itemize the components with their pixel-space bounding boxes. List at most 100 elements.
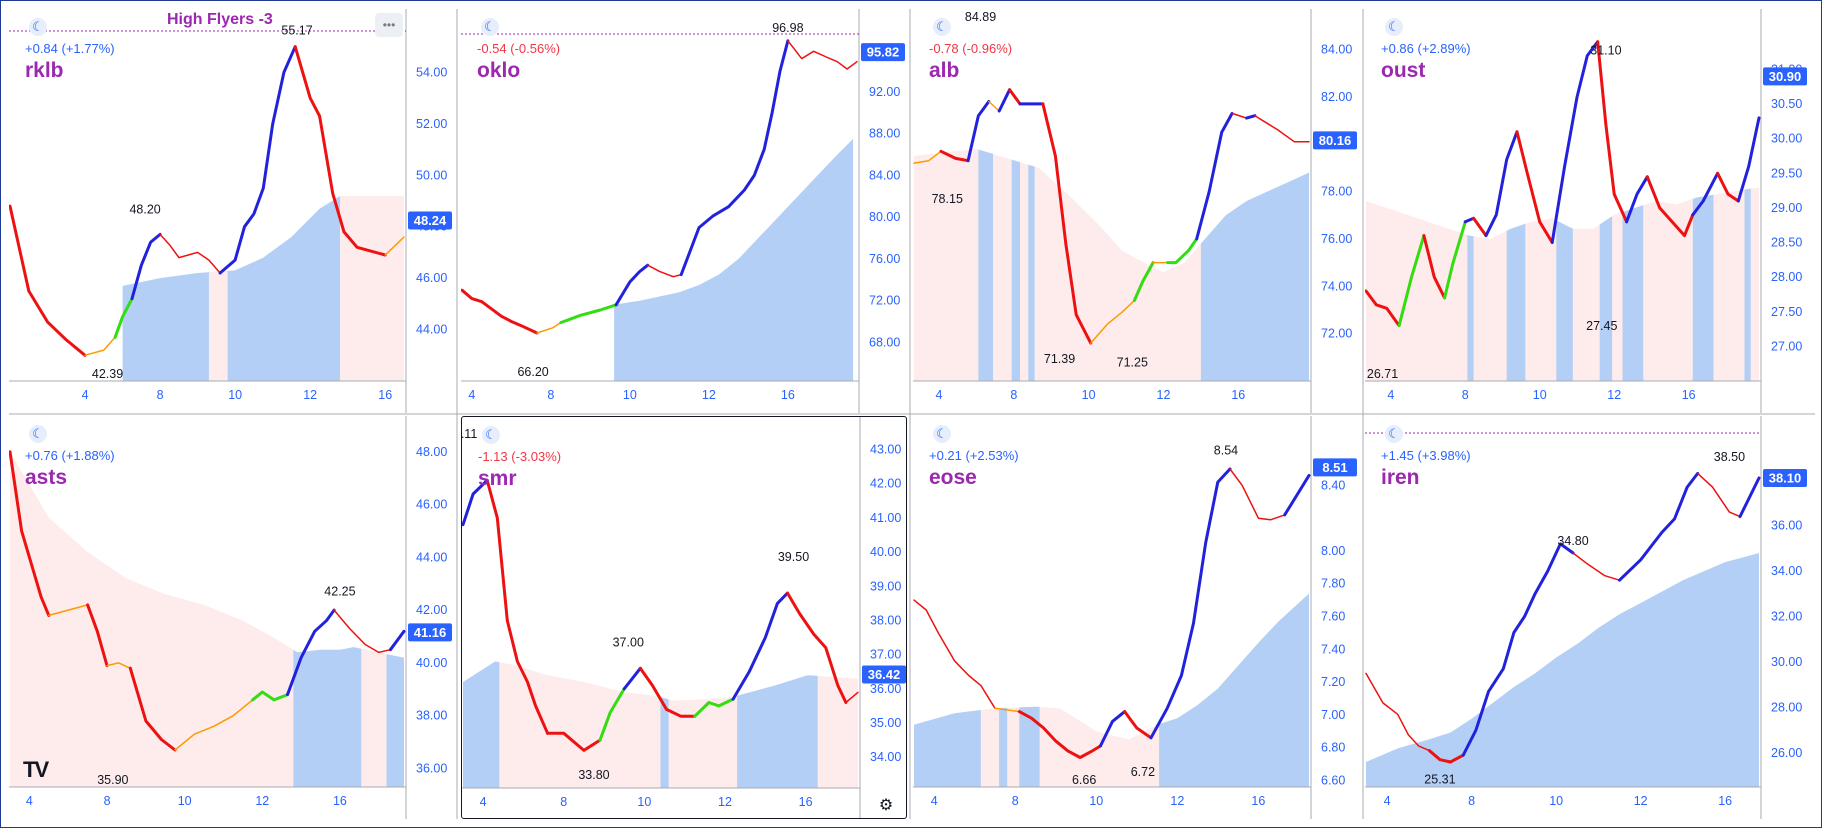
y-tick-label: 92.00 <box>869 85 900 99</box>
y-tick-label: 43.00 <box>870 443 901 457</box>
x-tick-label: 12 <box>1170 794 1184 808</box>
volume-area-blue <box>660 697 669 788</box>
price-segment-red <box>646 264 682 278</box>
x-tick-label: 8 <box>1468 794 1475 808</box>
price-segment-red <box>1596 40 1629 224</box>
x-tick-label: 16 <box>378 388 392 402</box>
x-tick-label: 12 <box>702 388 716 402</box>
y-tick-label: 28.00 <box>1771 270 1802 284</box>
price-segment-red <box>1008 88 1022 106</box>
chart-panel-rklb[interactable]: 44.0046.0048.0050.0052.0054.004810121655… <box>9 9 454 413</box>
moon-icon[interactable]: ☾ <box>1385 425 1403 443</box>
price-segment-green <box>559 303 618 325</box>
chart-panel-asts[interactable]: 36.00 38.00 40.00 42.00 44.00 46.00 48.00 4 8 10 1… <box>9 416 454 819</box>
price-segment-orange <box>988 100 1000 112</box>
chart-panel-smr[interactable]: 34.00 35.00 36.00 37.00 38.00 39.00 40.00 41.00… <box>461 416 907 819</box>
y-tick-label: 7.20 <box>1321 675 1345 689</box>
price-annotation: 31.10 <box>1590 44 1621 58</box>
x-tick-label: 12 <box>718 795 732 809</box>
price-segment-blue <box>1149 467 1232 740</box>
price-change: +0.84 (+1.77%) <box>25 41 115 56</box>
price-segment-red <box>913 599 996 710</box>
price-segment-red <box>293 45 387 257</box>
y-tick-label: 46.00 <box>416 498 447 512</box>
x-tick-label: 16 <box>1718 794 1732 808</box>
moon-icon[interactable]: ☾ <box>482 426 500 444</box>
x-tick-label: 10 <box>178 794 192 808</box>
price-annotation: 37.00 <box>613 636 644 650</box>
moon-icon[interactable]: ☾ <box>933 18 951 36</box>
x-tick-label: 4 <box>26 794 33 808</box>
moon-icon[interactable]: ☾ <box>933 425 951 443</box>
y-tick-label: 29.50 <box>1771 166 1802 180</box>
moon-icon[interactable]: ☾ <box>29 425 47 443</box>
price-segment-red <box>939 149 970 163</box>
price-annotation: 96.98 <box>772 21 803 35</box>
price-segment-blue <box>1484 130 1519 238</box>
chart-panel-oust[interactable]: 27.00 27.50 28.00 28.50 29.00 29.50 30.00 30.50… <box>1365 9 1815 413</box>
layout-title[interactable]: High Flyers -3 <box>167 11 273 28</box>
y-tick-label: 78.00 <box>1321 185 1352 199</box>
volume-area-blue <box>1200 172 1309 381</box>
price-segment-blue <box>388 629 406 652</box>
symbol-label[interactable]: oust <box>1381 59 1426 82</box>
moon-icon[interactable]: ☾ <box>1385 18 1403 36</box>
symbol-label[interactable]: oklo <box>477 59 521 82</box>
y-tick-label: 54.00 <box>416 65 447 79</box>
y-tick-label: 39.00 <box>870 579 901 593</box>
price-annotation: 38.50 <box>1714 450 1745 464</box>
chart-svg: 6.60 6.80 7.00 7.20 7.40 7.60 7.80 8.00 8.40 4 8 10… <box>913 416 1357 819</box>
x-tick-label: 12 <box>1157 388 1171 402</box>
last-price-tag <box>1313 458 1357 477</box>
price-annotation: 34.80 <box>1557 534 1588 548</box>
volume-area-blue <box>1019 706 1040 787</box>
symbol-label[interactable]: iren <box>1381 466 1420 489</box>
price-annotation: .11 <box>462 427 477 441</box>
symbol-label[interactable]: smr <box>478 467 517 490</box>
price-segment-red <box>1254 114 1310 143</box>
y-tick-label: 7.80 <box>1321 577 1345 591</box>
volume-bar-blue <box>1622 205 1644 381</box>
price-segment-red <box>1515 130 1554 244</box>
x-tick-label: 4 <box>480 795 487 809</box>
last-price-label: 48.24 <box>414 213 447 228</box>
price-segment-blue <box>1736 116 1761 203</box>
price-segment-red <box>9 450 51 617</box>
y-tick-label: 82.00 <box>1321 90 1352 104</box>
ellipsis-icon[interactable]: ••• <box>375 13 403 37</box>
chart-panel-alb[interactable]: 72.0074.0076.0078.0080.0082.0084.0048101… <box>913 9 1361 413</box>
y-tick-label: 35.00 <box>870 716 901 730</box>
y-tick-label: 72.00 <box>869 294 900 308</box>
chart-panel-iren[interactable]: 26.0028.0030.0032.0034.0036.0038.0048101… <box>1365 416 1815 819</box>
y-tick-label: 30.00 <box>1771 132 1802 146</box>
x-tick-label: 12 <box>1634 794 1648 808</box>
price-segment-red <box>333 609 392 654</box>
y-tick-label: 6.80 <box>1321 741 1345 755</box>
price-segment-blue <box>1463 216 1476 224</box>
symbol-label[interactable]: asts <box>25 466 68 489</box>
price-segment-blue <box>1738 476 1761 519</box>
volume-area-pink <box>208 270 228 381</box>
chart-panel-eose[interactable]: 6.60 6.80 7.00 7.20 7.40 7.60 7.80 8.00 8.40 4 8 10… <box>913 416 1361 819</box>
y-tick-label: 6.60 <box>1321 773 1345 787</box>
symbol-label[interactable]: rklb <box>25 59 64 82</box>
y-tick-label: 29.00 <box>1771 201 1802 215</box>
chart-panel-oklo[interactable]: 68.0072.0076.0080.0084.0088.0092.0096.00… <box>461 9 907 413</box>
y-tick-label: 76.00 <box>869 252 900 266</box>
x-tick-label: 12 <box>1607 388 1621 402</box>
moon-icon[interactable]: ☾ <box>29 18 47 36</box>
price-segment-red <box>485 478 550 735</box>
x-tick-label: 8 <box>157 388 164 402</box>
price-segment-red <box>1696 472 1741 518</box>
symbol-label[interactable]: alb <box>929 59 960 82</box>
symbol-label[interactable]: eose <box>929 466 977 489</box>
price-segment-blue <box>1618 471 1700 582</box>
price-segment-red <box>1123 710 1153 740</box>
price-change: +0.86 (+2.89%) <box>1381 41 1471 56</box>
y-tick-label: 46.00 <box>416 271 447 285</box>
y-tick-label: 84.00 <box>869 168 900 182</box>
y-tick-label: 80.00 <box>869 210 900 224</box>
price-segment-red <box>159 233 221 274</box>
moon-icon[interactable]: ☾ <box>481 18 499 36</box>
gear-icon[interactable]: ⚙ <box>878 797 894 814</box>
